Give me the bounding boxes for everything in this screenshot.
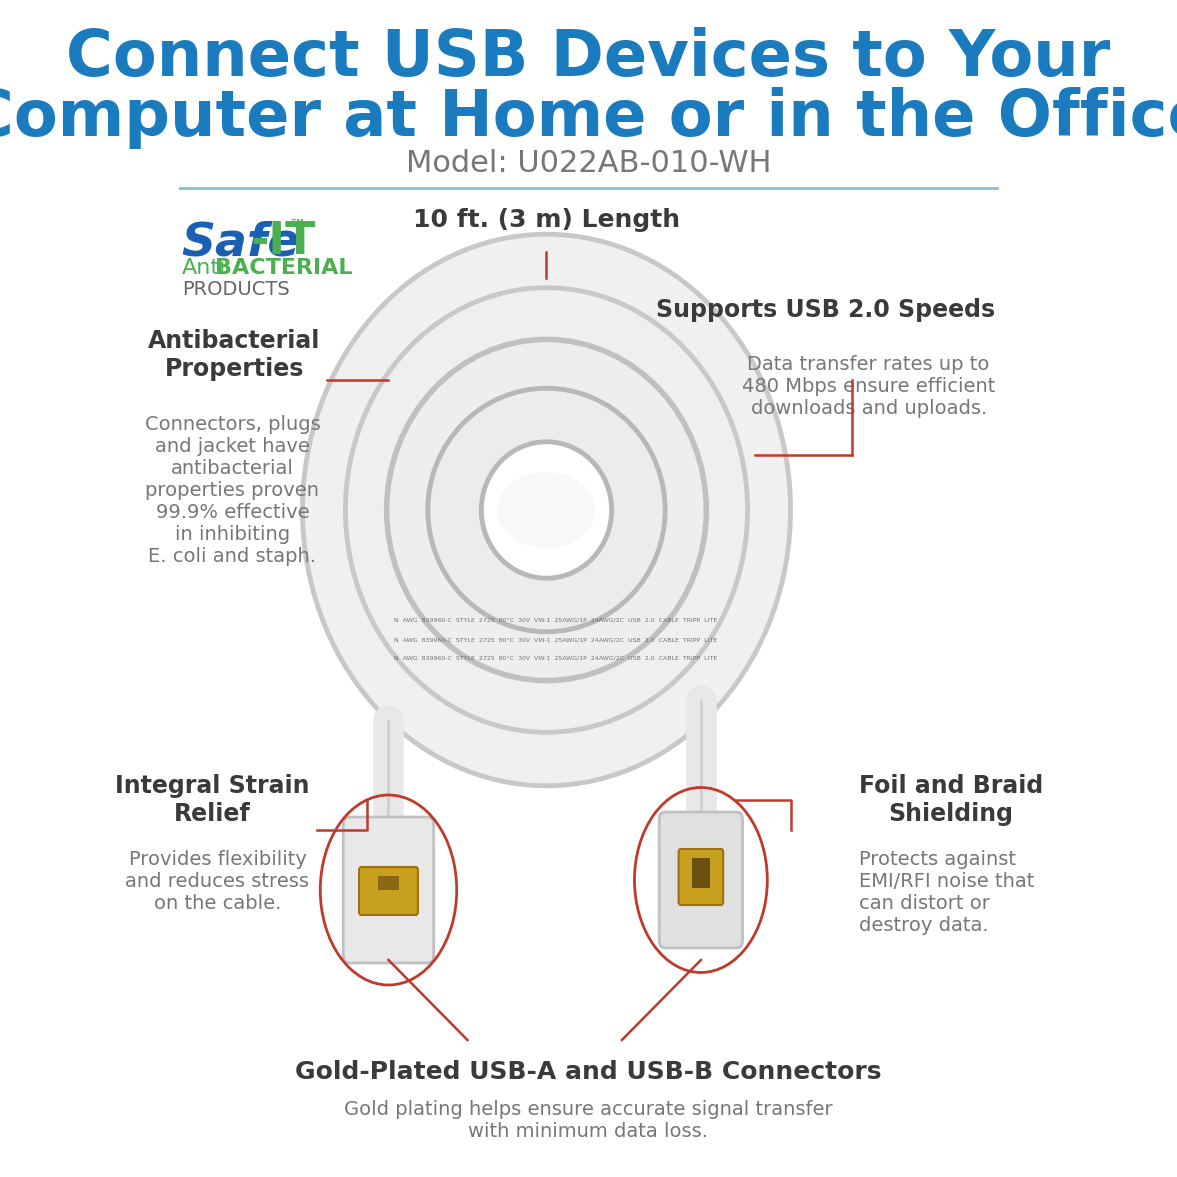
- Text: 10 ft. (3 m) Length: 10 ft. (3 m) Length: [413, 208, 680, 232]
- FancyBboxPatch shape: [659, 812, 743, 947]
- FancyBboxPatch shape: [378, 876, 399, 890]
- Text: Provides flexibility
and reduces stress
on the cable.: Provides flexibility and reduces stress …: [126, 850, 310, 913]
- Text: BACTERIAL: BACTERIAL: [214, 258, 352, 278]
- Text: N  AWG  839960-C  STYLE  2725  80°C  30V  VW-1  25AWG/1P  24AWG/2C  USB  2.0  CA: N AWG 839960-C STYLE 2725 80°C 30V VW-1 …: [390, 618, 717, 623]
- Text: Supports USB 2.0 Speeds: Supports USB 2.0 Speeds: [657, 298, 996, 322]
- Text: N  AWG  839960-C  STYLE  2725  80°C  30V  VW-1  25AWG/1P  24AWG/2C  USB  2.0  CA: N AWG 839960-C STYLE 2725 80°C 30V VW-1 …: [390, 638, 717, 643]
- FancyBboxPatch shape: [344, 817, 434, 963]
- Text: Protects against
EMI/RFI noise that
can distort or
destroy data.: Protects against EMI/RFI noise that can …: [859, 850, 1035, 935]
- FancyBboxPatch shape: [692, 858, 710, 887]
- Text: Computer at Home or in the Office: Computer at Home or in the Office: [0, 87, 1177, 149]
- Ellipse shape: [498, 472, 596, 548]
- Text: Gold-Plated USB-A and USB-B Connectors: Gold-Plated USB-A and USB-B Connectors: [295, 1060, 882, 1084]
- Text: Connect USB Devices to Your: Connect USB Devices to Your: [66, 27, 1111, 89]
- FancyBboxPatch shape: [679, 849, 723, 905]
- Text: Connectors, plugs
and jacket have
antibacterial
properties proven
99.9% effectiv: Connectors, plugs and jacket have antiba…: [145, 415, 320, 566]
- Text: Foil and Braid
Shielding: Foil and Braid Shielding: [859, 774, 1043, 826]
- Text: Model: U022AB-010-WH: Model: U022AB-010-WH: [406, 148, 771, 178]
- Text: Gold plating helps ensure accurate signal transfer
with minimum data loss.: Gold plating helps ensure accurate signa…: [344, 1100, 833, 1141]
- Text: Data transfer rates up to
480 Mbps ensure efficient
downloads and uploads.: Data transfer rates up to 480 Mbps ensur…: [742, 355, 996, 418]
- Text: -IT: -IT: [251, 220, 315, 262]
- Text: N  AWG  839960-C  STYLE  2725  80°C  30V  VW-1  25AWG/1P  24AWG/2C  USB  2.0  CA: N AWG 839960-C STYLE 2725 80°C 30V VW-1 …: [390, 656, 717, 660]
- Text: PRODUCTS: PRODUCTS: [181, 280, 290, 299]
- FancyBboxPatch shape: [359, 867, 418, 915]
- Text: Anti: Anti: [181, 258, 226, 278]
- Text: Antibacterial
Properties: Antibacterial Properties: [148, 330, 320, 381]
- Text: Safe: Safe: [181, 220, 300, 265]
- Text: Integral Strain
Relief: Integral Strain Relief: [115, 774, 310, 826]
- Text: ™: ™: [288, 218, 306, 237]
